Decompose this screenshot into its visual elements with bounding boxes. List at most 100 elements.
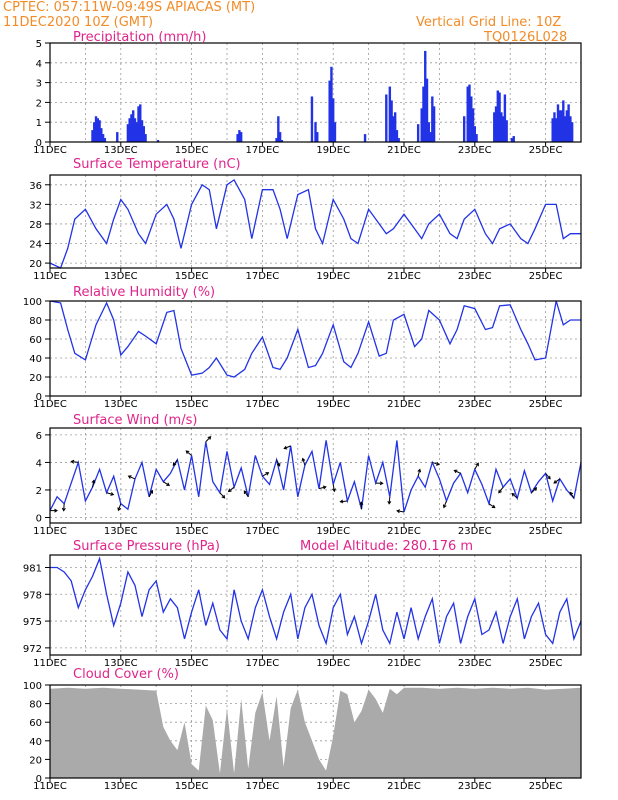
panel-title: Relative Humidity (%) xyxy=(73,285,215,300)
y-tick-label: 2 xyxy=(36,486,42,497)
x-tick-label: 15DEC xyxy=(175,658,209,669)
wind-arrow xyxy=(432,461,440,466)
precip-bar xyxy=(395,130,399,142)
series-line xyxy=(49,440,582,513)
precip-bar xyxy=(392,116,395,142)
x-tick-label: 19DEC xyxy=(316,271,350,282)
precip-bar xyxy=(333,122,337,142)
wind-arrow xyxy=(375,481,384,486)
x-tick-label: 25DEC xyxy=(529,399,563,410)
y-tick-label: 0 xyxy=(36,138,42,149)
x-tick-label: 23DEC xyxy=(458,145,492,156)
precip-bar xyxy=(503,94,507,142)
y-tick-label: 975 xyxy=(23,617,42,628)
wind-arrow xyxy=(148,489,154,498)
header-model: TQ0126L028 xyxy=(483,30,567,45)
precip-bar xyxy=(422,86,425,142)
x-tick-label: 13DEC xyxy=(104,526,138,537)
y-tick-label: 1 xyxy=(36,118,42,129)
x-tick-label: 17DEC xyxy=(246,526,280,537)
precip-bar xyxy=(553,112,556,142)
x-tick-label: 23DEC xyxy=(458,658,492,669)
x-tick-label: 15DEC xyxy=(175,526,209,537)
wind-arrow xyxy=(185,450,192,456)
series-line xyxy=(49,300,581,378)
y-tick-label: 100 xyxy=(23,681,42,692)
precip-bar xyxy=(139,104,142,142)
precip-bar xyxy=(470,96,473,142)
wind-arrow xyxy=(283,445,291,450)
x-tick-label: 13DEC xyxy=(104,781,138,792)
precip-bar xyxy=(565,110,569,142)
precip-bar xyxy=(475,134,478,142)
precip-bar xyxy=(473,126,476,142)
wind-arrow xyxy=(262,472,270,477)
x-tick-label: 21DEC xyxy=(387,781,421,792)
wind-arrow xyxy=(50,508,58,513)
panel-title: Precipitation (mm/h) xyxy=(73,30,206,45)
x-tick-label: 17DEC xyxy=(246,271,280,282)
precip-bar xyxy=(562,100,565,142)
precip-bar xyxy=(128,118,131,142)
y-tick-label: 100 xyxy=(23,297,42,308)
wind-arrow xyxy=(453,469,461,474)
precip-bar xyxy=(510,138,514,142)
precip-bar xyxy=(103,138,107,142)
precip-bar xyxy=(330,66,333,142)
x-tick-label: 19DEC xyxy=(316,399,350,410)
precip-bar xyxy=(466,86,469,142)
x-tick-label: 17DEC xyxy=(246,658,280,669)
x-tick-label: 11DEC xyxy=(33,658,67,669)
wind-arrow xyxy=(511,492,518,499)
y-tick-label: 981 xyxy=(23,564,42,575)
precip-bar xyxy=(570,122,574,142)
precip-bar xyxy=(133,118,137,142)
y-tick-label: 0 xyxy=(36,392,42,403)
precip-bar xyxy=(280,140,284,142)
panel-title: Surface Temperature (nC) xyxy=(73,157,241,172)
x-tick-label: 23DEC xyxy=(458,399,492,410)
panel-title: Surface Wind (m/s) xyxy=(73,413,197,428)
series-line xyxy=(49,178,581,269)
x-tick-label: 17DEC xyxy=(246,399,280,410)
precip-bar xyxy=(420,108,423,142)
precip-bar xyxy=(100,128,103,142)
x-tick-label: 11DEC xyxy=(33,399,67,410)
x-tick-label: 25DEC xyxy=(529,145,563,156)
precip-bar xyxy=(500,112,503,142)
wind-arrow xyxy=(359,501,364,510)
wind-arrow xyxy=(205,436,212,443)
y-tick-label: 3 xyxy=(36,79,42,90)
precip-bar xyxy=(494,106,498,142)
y-tick-label: 20 xyxy=(29,373,42,384)
wind-arrow xyxy=(569,491,575,499)
x-tick-label: 11DEC xyxy=(33,271,67,282)
precip-bar xyxy=(96,118,99,142)
precip-bar xyxy=(238,130,241,142)
y-tick-label: 0 xyxy=(36,774,42,785)
header-vgrid: Vertical Grid Line: 10Z xyxy=(416,15,561,30)
precip-bar xyxy=(498,92,501,142)
y-tick-label: 5 xyxy=(36,39,42,50)
wind-arrow xyxy=(396,509,405,514)
x-tick-label: 15DEC xyxy=(175,399,209,410)
x-tick-label: 19DEC xyxy=(316,658,350,669)
precip-bar xyxy=(316,132,319,142)
plot-frame xyxy=(49,300,582,397)
x-tick-label: 13DEC xyxy=(104,271,138,282)
x-tick-label: 19DEC xyxy=(316,145,350,156)
precip-bar xyxy=(493,112,496,142)
precip-bar xyxy=(424,50,427,142)
x-tick-label: 17DEC xyxy=(246,145,280,156)
x-tick-label: 11DEC xyxy=(33,781,67,792)
x-tick-label: 23DEC xyxy=(458,271,492,282)
panel-title: Surface Pressure (hPa) xyxy=(73,539,220,554)
precip-bar xyxy=(563,116,567,142)
precip-bar xyxy=(236,134,239,142)
x-tick-label: 23DEC xyxy=(458,526,492,537)
precip-bar xyxy=(310,96,314,142)
panel-3: 0 20 40 60 80 100 11DEC 13DEC 15DEC 17DEC 19DEC 21D… xyxy=(23,285,582,410)
precip-bar xyxy=(116,132,119,142)
wind-arrow xyxy=(301,457,306,466)
